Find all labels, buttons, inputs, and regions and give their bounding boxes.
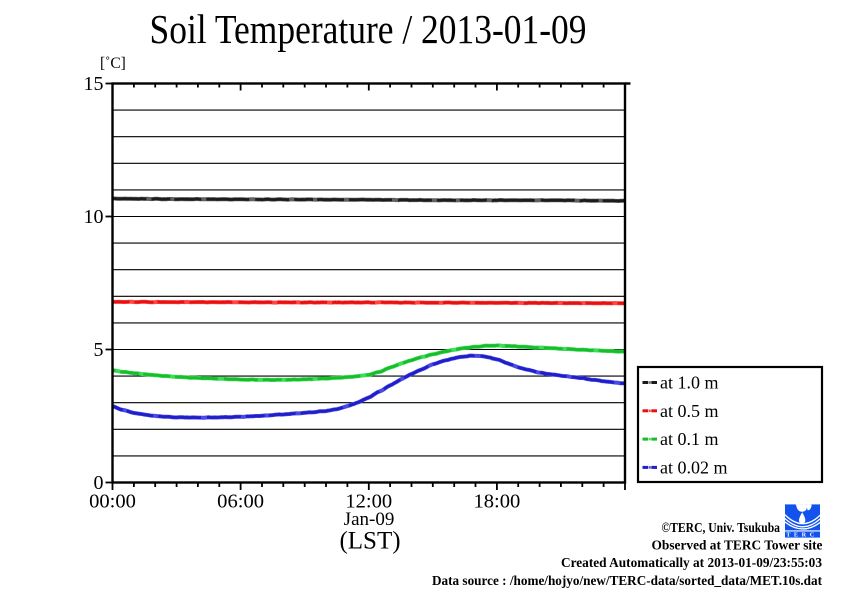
svg-text:Created Automatically at 2013-: Created Automatically at 2013-01-09/23:5… xyxy=(561,555,822,570)
svg-text:06:00: 06:00 xyxy=(217,491,264,513)
svg-text:[˚C]: [˚C] xyxy=(100,55,126,72)
svg-text:at 1.0 m: at 1.0 m xyxy=(660,373,719,393)
svg-text:00:00: 00:00 xyxy=(89,491,136,513)
svg-text:0: 0 xyxy=(94,472,104,494)
svg-text:Data source : /home/hojyo/new/: Data source : /home/hojyo/new/TERC-data/… xyxy=(432,573,822,588)
svg-text:10: 10 xyxy=(84,206,104,228)
svg-text:Observed at TERC Tower site: Observed at TERC Tower site xyxy=(652,538,823,553)
svg-text:12:00: 12:00 xyxy=(345,491,392,513)
svg-text:©TERC, Univ. Tsukuba: ©TERC, Univ. Tsukuba xyxy=(662,520,781,535)
svg-text:Jan-09: Jan-09 xyxy=(344,509,395,530)
svg-text:at 0.5 m: at 0.5 m xyxy=(660,401,719,421)
svg-text:5: 5 xyxy=(94,339,104,361)
svg-text:at 0.1 m: at 0.1 m xyxy=(660,429,719,449)
svg-text:18:00: 18:00 xyxy=(474,491,521,513)
svg-text:(LST): (LST) xyxy=(339,528,400,555)
svg-text:at 0.02 m: at 0.02 m xyxy=(660,457,728,477)
svg-text:TERC: TERC xyxy=(786,532,818,539)
svg-text:Soil Temperature / 2013-01-09: Soil Temperature / 2013-01-09 xyxy=(150,6,587,52)
svg-text:15: 15 xyxy=(84,73,104,95)
